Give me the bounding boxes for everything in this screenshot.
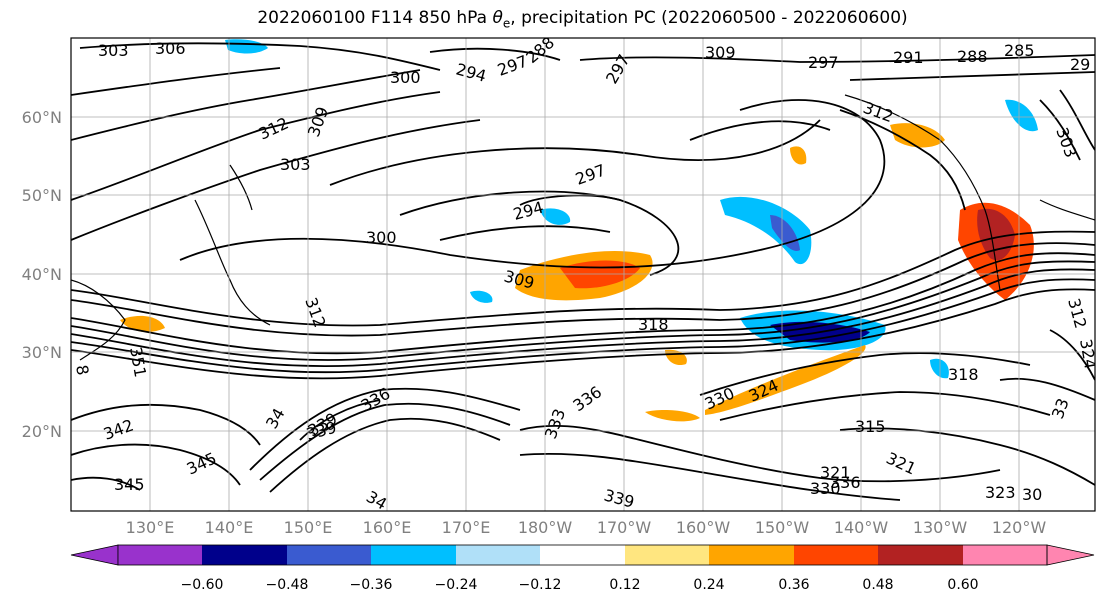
colorbar-tick-label: 0.24 <box>693 577 724 593</box>
colorbar-tick-label: 0.48 <box>862 577 893 593</box>
theta-subscript: e <box>502 16 511 31</box>
colorbar-tick-label: −0.48 <box>266 577 309 593</box>
contour-label: 300 <box>390 68 421 87</box>
lon-label: 160°W <box>676 518 731 537</box>
title-post: , precipitation PC (2022060500 - 2022060… <box>510 8 908 28</box>
contour-label: 34 <box>363 487 390 514</box>
colorbar-segment <box>371 545 456 565</box>
colorbar-segment <box>456 545 540 565</box>
lon-label: 170°W <box>597 518 652 537</box>
contour-label: 303 <box>98 41 129 60</box>
contour-label: 297 <box>808 53 839 72</box>
lon-label: 130°W <box>913 518 968 537</box>
contour-label: 306 <box>155 39 186 58</box>
gridlines <box>71 38 1095 511</box>
lat-label: 20°N <box>22 422 62 441</box>
contour-label: 303 <box>280 155 311 174</box>
colorbar: −0.60 −0.48 −0.36 −0.24 −0.12 0.12 0.24 … <box>70 544 1095 593</box>
precip-negative-small-3 <box>930 358 949 379</box>
colorbar-tick-label: 0.60 <box>947 577 978 593</box>
theta-symbol: θ <box>492 8 503 28</box>
map-frame <box>70 37 1096 512</box>
lon-label: 140°W <box>834 518 889 537</box>
title-pre: 2022060100 F114 850 hPa <box>257 8 493 28</box>
contour-label: 323 <box>985 483 1016 502</box>
contour-label: 345 <box>114 475 145 494</box>
contour-label: 30 <box>1022 485 1042 504</box>
colorbar-tick-label: 0.12 <box>609 577 640 593</box>
coastlines <box>71 94 1095 361</box>
contour-label: 29 <box>1070 55 1090 74</box>
contour-label: 315 <box>855 417 886 436</box>
colorbar-segment <box>540 545 625 565</box>
colorbar-ticks: −0.60 −0.48 −0.36 −0.24 −0.12 0.12 0.24 … <box>181 577 979 593</box>
colorbar-segment <box>287 545 371 565</box>
colorbar-tick-label: −0.24 <box>435 577 478 593</box>
lon-label: 140°E <box>205 518 254 537</box>
contour-label: 321 <box>820 463 851 482</box>
colorbar-arrow-right <box>1046 544 1095 566</box>
colorbar-segment <box>794 545 878 565</box>
precip-positive-small-2 <box>645 410 700 422</box>
lon-label: 160°E <box>363 518 412 537</box>
colorbar-arrow-left <box>70 544 119 566</box>
precip-positive-pocket <box>790 146 807 165</box>
lon-label: 150°W <box>755 518 810 537</box>
lat-label: 40°N <box>22 265 62 284</box>
lat-label: 50°N <box>22 186 62 205</box>
lat-label: 60°N <box>22 108 62 127</box>
colorbar-segment <box>709 545 794 565</box>
lon-label: 150°E <box>284 518 333 537</box>
contour-label: 330 <box>810 479 841 498</box>
colorbar-segment <box>963 545 1047 565</box>
precip-positive-alaska <box>890 123 945 148</box>
theta-e-contours <box>71 42 1095 501</box>
lon-label: 170°E <box>442 518 491 537</box>
colorbar-segment <box>625 545 709 565</box>
contour-label: 291 <box>893 48 924 67</box>
colorbar-tick-label: 0.36 <box>778 577 809 593</box>
lon-label: 180°W <box>518 518 573 537</box>
longitude-labels: 130°E 140°E 150°E 160°E 170°E 180°W 170°… <box>126 518 1047 537</box>
lon-label: 130°E <box>126 518 175 537</box>
precip-negative-right <box>1005 99 1038 132</box>
precip-negative-small <box>540 208 571 225</box>
contour-label: 336 <box>830 473 861 492</box>
lon-label: 120°W <box>992 518 1047 537</box>
colorbar-segment <box>118 545 202 565</box>
contour-label: 288 <box>957 47 988 66</box>
precip-negative-small-2 <box>470 290 493 303</box>
latitude-labels: 60°N 50°N 40°N 30°N 20°N <box>22 108 62 441</box>
contour-label: 285 <box>1004 41 1035 60</box>
colorbar-segment <box>202 545 287 565</box>
map-title: 2022060100 F114 850 hPa θe, precipitatio… <box>0 8 1105 30</box>
colorbar-tick-label: −0.60 <box>181 577 224 593</box>
lat-label: 30°N <box>22 343 62 362</box>
precip-positive-small-3 <box>120 315 165 332</box>
colorbar-segment <box>878 545 963 565</box>
colorbar-border <box>117 544 1048 566</box>
contour-label: 318 <box>638 315 669 334</box>
contour-label: 324 <box>1076 337 1100 370</box>
contour-label: 309 <box>705 43 736 62</box>
colorbar-tick-label: −0.12 <box>519 577 562 593</box>
contour-label: 300 <box>366 228 397 247</box>
contour-label: 318 <box>948 365 979 384</box>
colorbar-tick-label: −0.36 <box>350 577 393 593</box>
contour-label: 8 <box>72 363 92 376</box>
